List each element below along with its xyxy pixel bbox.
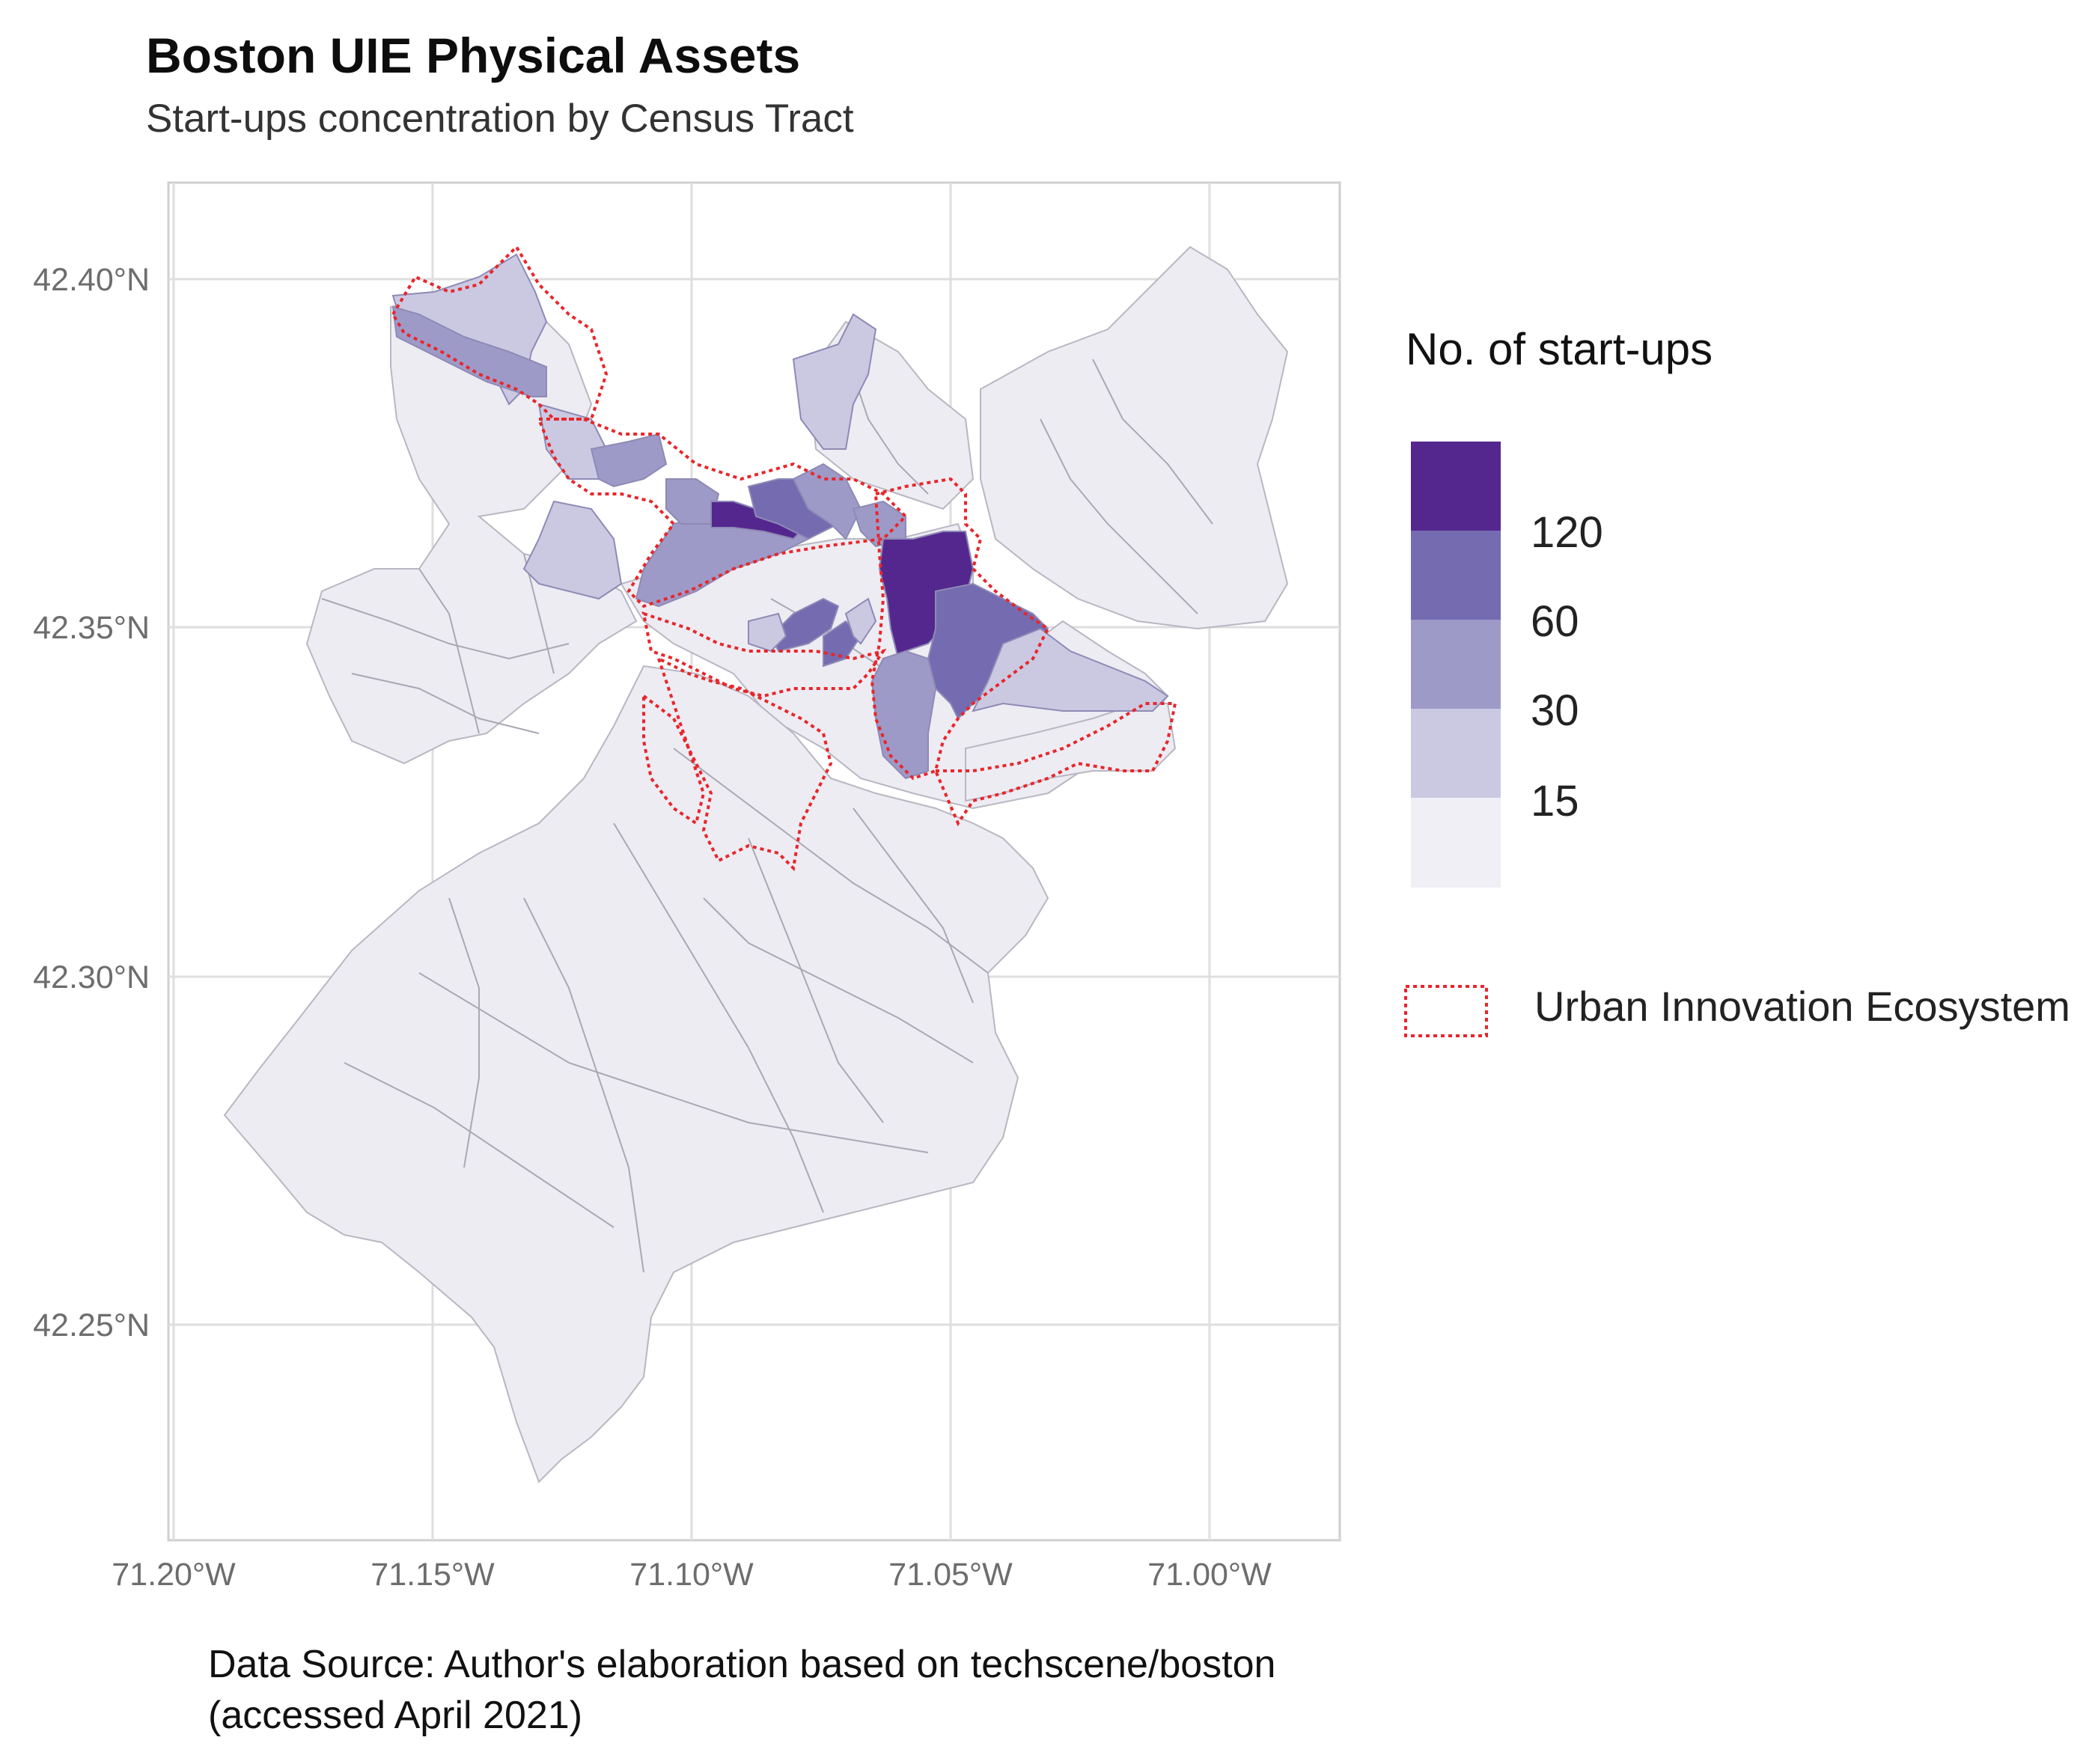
legend-class-swatch — [1411, 442, 1501, 531]
lon-label: 71.05°W — [888, 1557, 1013, 1593]
tract-east-boston — [980, 245, 1289, 630]
lat-label: 42.35°N — [33, 610, 150, 646]
uie-outline-back-bay — [641, 611, 887, 698]
legend-break-label: 60 — [1531, 597, 1579, 646]
lat-label: 42.25°N — [33, 1307, 150, 1343]
uie-boundaries — [391, 244, 1177, 872]
legend-class-swatch — [1411, 709, 1501, 799]
legend-title: No. of start-ups — [1406, 324, 1713, 374]
tract-south-neighborhoods — [223, 665, 1049, 1483]
lon-label: 71.00°W — [1147, 1557, 1272, 1593]
lon-label: 71.10°W — [629, 1557, 754, 1593]
lat-axis: 42.40°N 42.35°N 42.30°N 42.25°N — [33, 262, 150, 1343]
lon-label: 71.15°W — [370, 1557, 495, 1593]
legend-class-swatch — [1411, 620, 1501, 709]
uie-legend-key — [1404, 985, 1488, 1037]
tract-level3-nw-band — [391, 305, 547, 397]
legend-class-swatch — [1411, 798, 1501, 888]
legend-colorbar — [1411, 442, 1501, 888]
legend-class-swatch — [1411, 531, 1501, 620]
uie-outline-south-a — [642, 693, 706, 826]
caption-line-1: Data Source: Author's elaboration based … — [208, 1643, 1276, 1686]
tract-level2-charlestown — [792, 313, 877, 450]
map-title: Boston UIE Physical Assets — [146, 28, 801, 83]
tract-level5-kendall-left — [710, 501, 802, 540]
tract-level2-back-bay-c — [748, 612, 787, 653]
tract-boundaries — [321, 358, 1213, 1273]
legend-break-label: 120 — [1531, 508, 1603, 557]
tract-level2-south-boston — [972, 627, 1169, 712]
tract-level3-cambridge-east — [792, 463, 862, 540]
lat-label: 42.40°N — [33, 262, 150, 298]
shaded-tracts — [391, 253, 1169, 780]
data-source-caption: Data Source: Author's elaboration based … — [208, 1639, 1275, 1741]
uie-outline-roxbury — [656, 656, 833, 872]
uie-outline-south-boston — [933, 702, 1177, 827]
caption-line-2: (accessed April 2021) — [208, 1694, 583, 1737]
legend-break-label: 30 — [1531, 686, 1579, 735]
uie-legend-label: Urban Innovation Ecosystem — [1534, 983, 2070, 1030]
uie-outline-downtown — [870, 477, 1050, 781]
map-subtitle: Start-ups concentration by Census Tract — [146, 97, 854, 141]
lat-label: 42.30°N — [33, 959, 150, 995]
tract-level2-back-bay-d — [844, 597, 877, 645]
lon-axis: 71.20°W 71.15°W 71.10°W 71.05°W 71.00°W — [112, 1557, 1272, 1593]
tract-level2-mid-left — [522, 500, 623, 600]
uie-outline-northwest — [391, 244, 609, 421]
lon-label: 71.20°W — [112, 1557, 236, 1593]
legend-break-label: 15 — [1531, 777, 1579, 825]
tract-level3-ne-blob — [590, 433, 668, 488]
